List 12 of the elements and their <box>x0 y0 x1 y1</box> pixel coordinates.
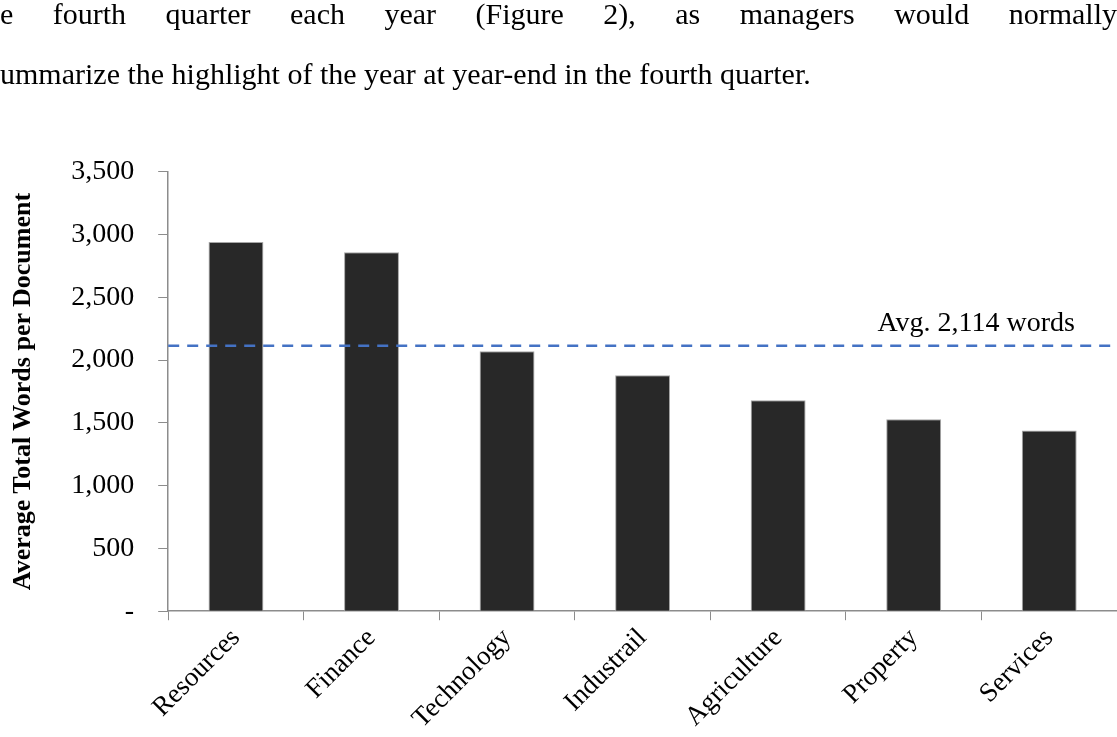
y-tick-label: 500 <box>92 530 135 562</box>
y-tick-label: 3,000 <box>71 216 135 248</box>
ref-line-label: Avg. 2,114 words <box>877 306 1075 338</box>
y-tick-label: 2,000 <box>71 342 135 374</box>
text: ummarize the highlight of the year at year-end in the fourth quarter. <box>0 57 812 91</box>
y-tick-label: 3,500 <box>71 154 135 186</box>
text: e fourth quarter each year (Figure 2), as managers would normally <box>0 0 1117 31</box>
y-tick-label: 1,500 <box>71 405 135 437</box>
y-axis-title: Average Total Words per Document <box>7 192 37 591</box>
y-tick-label: 1,000 <box>71 468 135 500</box>
y-tick-label: - <box>124 593 135 625</box>
y-tick-label: 2,500 <box>71 279 135 311</box>
